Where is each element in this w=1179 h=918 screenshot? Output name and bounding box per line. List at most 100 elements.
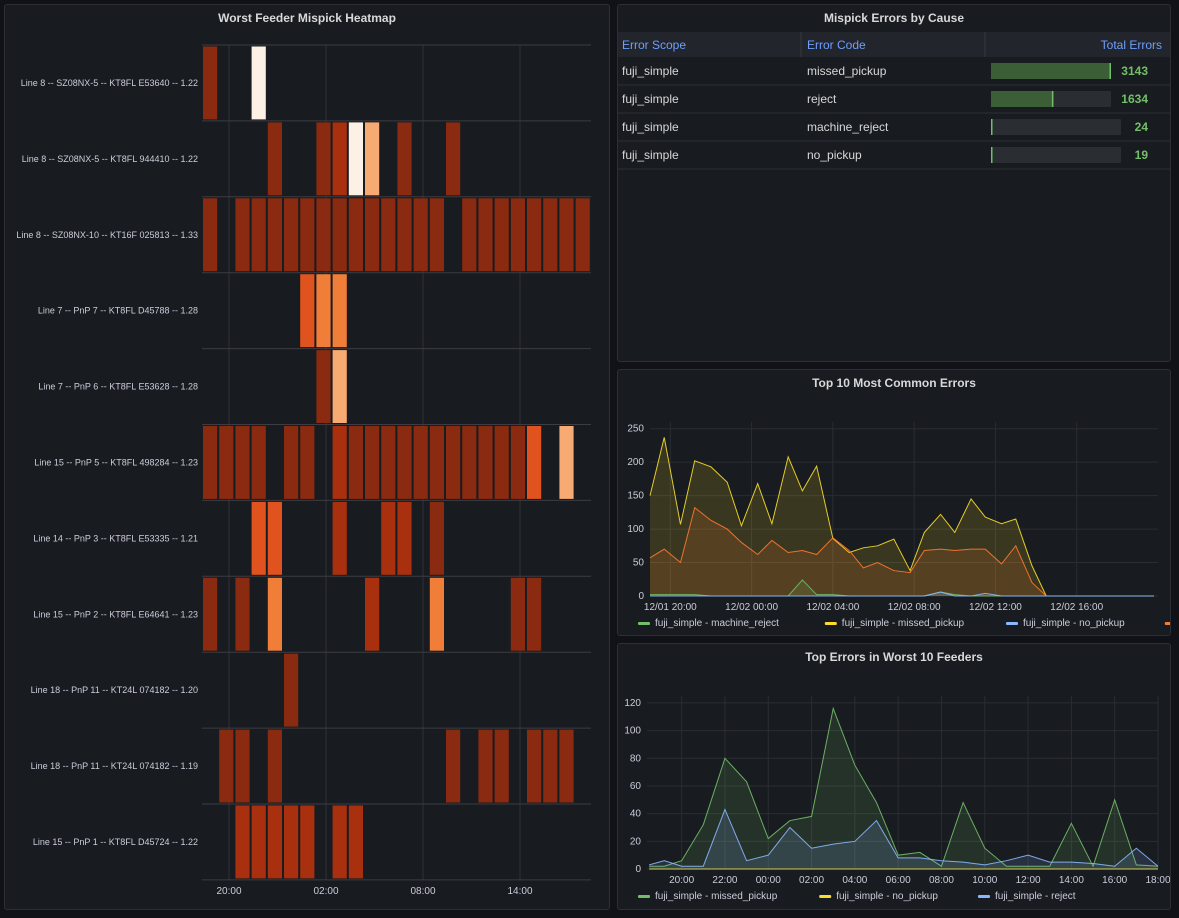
heatmap-cell: [300, 198, 315, 272]
heatmap-cell: [429, 198, 444, 272]
chart-x-tick: 12/02 12:00: [969, 602, 1022, 613]
chart-legend-swatch: [638, 622, 650, 625]
heatmap-cell: [543, 198, 558, 272]
table-bar-edge: [991, 147, 993, 163]
heatmap-cell: [478, 729, 493, 803]
heatmap-cell: [316, 198, 331, 272]
chart-y-tick: 200: [627, 457, 644, 468]
heatmap-cell: [429, 577, 444, 651]
heatmap-cell: [429, 426, 444, 499]
table-cell-total: 24: [1135, 120, 1149, 134]
chart-x-tick: 12:00: [1016, 875, 1041, 886]
chart-legend-label: fuji_simple - missed_pickup: [842, 618, 965, 629]
table-title: Mispick Errors by Cause: [823, 11, 965, 25]
heatmap-cell: [332, 122, 347, 196]
chart-series-line: [649, 808, 1159, 867]
chart-legend-swatch: [978, 895, 990, 898]
heatmap-cell: [267, 805, 282, 879]
heatmap-cell: [462, 198, 477, 272]
chart-x-tick: 12/01 20:00: [644, 602, 697, 613]
heatmap-cell: [332, 274, 347, 348]
errors-table: Error Scope Error Code Total Errors fuji_si…: [618, 32, 1170, 170]
heatmap-cell: [203, 198, 218, 272]
heatmap-cell: [267, 501, 282, 575]
chart-x-tick: 20:00: [669, 875, 694, 886]
heatmap-cell: [559, 426, 574, 499]
chart-legend-swatch: [819, 895, 832, 898]
chart-x-tick: 12/02 04:00: [806, 602, 859, 613]
chart-x-tick: 00:00: [756, 875, 781, 886]
worst-feeders-chart: 0 20 40 60 80 100 120 20:00 22:00 00:00 02:00 04:00…: [624, 696, 1170, 902]
chart-legend-label: fuji_simple - reject: [995, 891, 1076, 902]
heatmap-cell: [267, 198, 282, 272]
table-bar-track: [991, 119, 1121, 135]
chart-x-tick: 12/02 08:00: [888, 602, 941, 613]
heatmap-cell: [527, 426, 542, 499]
chart-y-tick: 100: [627, 524, 644, 535]
chart-x-tick: 12/02 00:00: [725, 602, 778, 613]
chart-y-tick: 40: [630, 809, 642, 820]
heatmap-cell: [235, 577, 250, 651]
heatmap-cell: [316, 122, 331, 196]
chart-series-area: [650, 437, 1154, 596]
heatmap-row-label: Line 15 -- PnP 1 -- KT8FL D45724 -- 1.22: [33, 837, 198, 847]
heatmap-cell: [251, 198, 266, 272]
table-cell-code: machine_reject: [807, 120, 889, 134]
top10-title: Top 10 Most Common Errors: [812, 376, 976, 390]
table-cell-code: reject: [807, 92, 837, 106]
heatmap-cell: [316, 350, 331, 423]
chart-legend-label: fuji_simple - machine_reject: [655, 618, 779, 629]
heatmap-row-label: Line 8 -- SZ08NX-5 -- KT8FL E53640 -- 1.…: [21, 78, 198, 88]
heatmap-cell: [510, 426, 525, 499]
heatmap-cell: [429, 501, 444, 575]
top10-errors-panel: Top 10 Most Common Errors 0 50 100 150 200 25…: [617, 369, 1171, 636]
heatmap-row-label: Line 7 -- PnP 6 -- KT8FL E53628 -- 1.28: [38, 382, 198, 392]
chart-x-tick: 10:00: [972, 875, 997, 886]
heatmap-cell: [284, 198, 299, 272]
heatmap-cell: [559, 729, 574, 803]
chart-legend-swatch: [824, 622, 837, 625]
table-header-row: [618, 32, 1170, 57]
heatmap-cell: [235, 805, 250, 879]
chart-y-tick: 0: [635, 864, 641, 875]
chart-x-tick: 22:00: [712, 875, 737, 886]
heatmap-row-label: Line 14 -- PnP 3 -- KT8FL E53335 -- 1.21: [33, 533, 198, 543]
heatmap-cell: [527, 729, 542, 803]
table-bar-track: [991, 147, 1121, 163]
heatmap-cell: [267, 577, 282, 651]
chart-x-tick: 18:00: [1145, 875, 1170, 886]
heatmap-cell: [267, 729, 282, 803]
heatmap-cell: [251, 501, 266, 575]
heatmap-cell: [348, 426, 363, 499]
heatmap-cell: [284, 805, 299, 879]
heatmap-cell: [494, 198, 509, 272]
chart-legend-swatch: [638, 895, 650, 898]
heatmap-cell: [381, 198, 396, 272]
heatmap-cell: [494, 426, 509, 499]
chart-x-tick: 08:00: [929, 875, 954, 886]
heatmap-row-label: Line 8 -- SZ08NX-5 -- KT8FL 944410 -- 1.…: [22, 154, 198, 164]
heatmap-cell: [235, 198, 250, 272]
worst-feeders-panel: Top Errors in Worst 10 Feeders 0 20 40 60 80…: [617, 643, 1171, 910]
heatmap-cell: [348, 122, 363, 196]
heatmap-cell: [316, 274, 331, 348]
table-cell-total: 19: [1135, 148, 1149, 162]
heatmap-cell: [494, 729, 509, 803]
heatmap-cell: [300, 805, 315, 879]
table-bar-edge: [1051, 91, 1054, 107]
heatmap-cell: [332, 350, 347, 423]
table-bar-fill: [991, 91, 1054, 107]
chart-y-tick: 0: [638, 591, 644, 602]
chart-series-area: [649, 708, 1158, 869]
heatmap-cell: [300, 426, 315, 499]
heatmap-x-tick: 14:00: [507, 886, 532, 897]
heatmap-cell: [284, 653, 299, 727]
chart-x-tick: 16:00: [1102, 875, 1127, 886]
table-bar-edge: [991, 119, 993, 135]
top10-errors-chart: 0 50 100 150 200 250 12/01 20:00 12/02 00:00 12/…: [627, 422, 1170, 629]
heatmap-cell: [219, 426, 234, 499]
heatmap-cell: [543, 729, 558, 803]
table-cell-scope: fuji_simple: [622, 120, 679, 134]
table-cell-scope: fuji_simple: [622, 92, 679, 106]
chart-series-area: [649, 809, 1158, 869]
